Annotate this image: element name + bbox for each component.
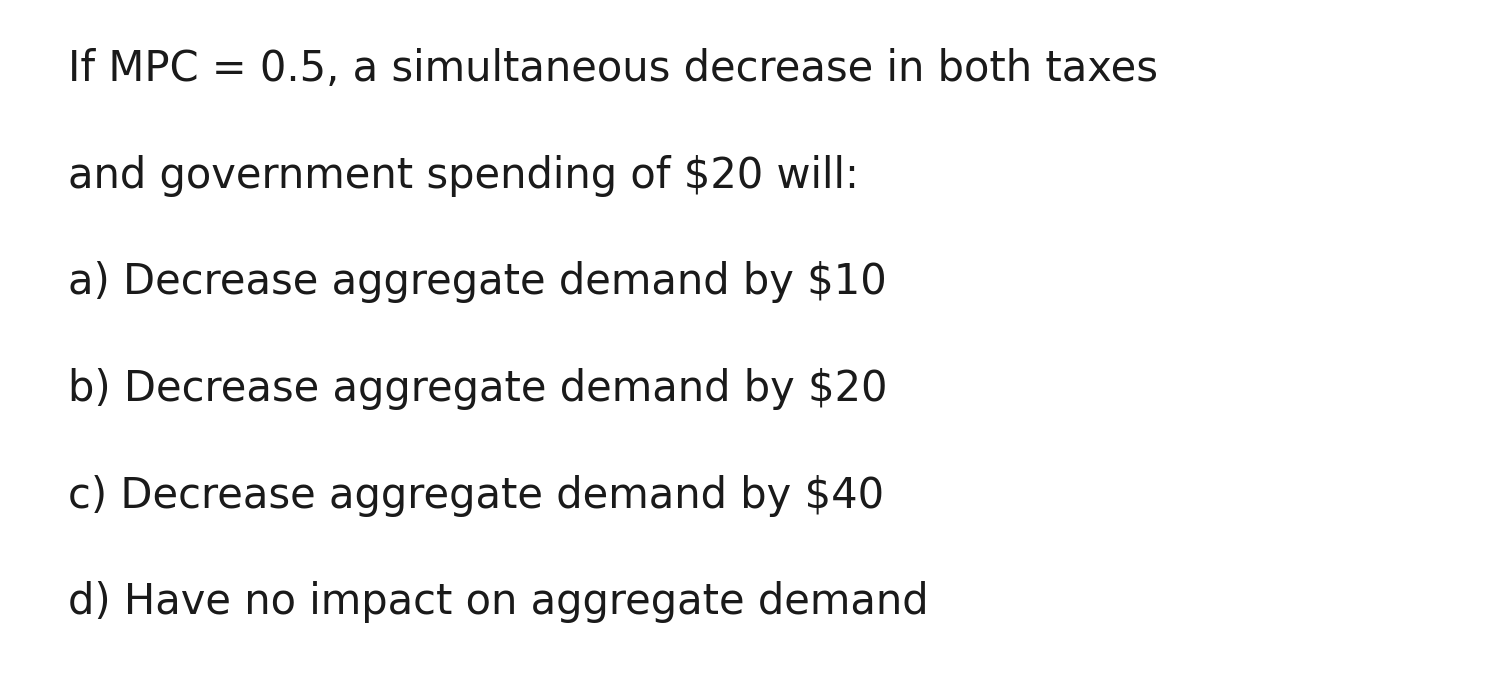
Text: and government spending of $20 will:: and government spending of $20 will: xyxy=(68,155,858,197)
Text: If MPC = 0.5, a simultaneous decrease in both taxes: If MPC = 0.5, a simultaneous decrease in… xyxy=(68,48,1158,90)
Text: a) Decrease aggregate demand by $10: a) Decrease aggregate demand by $10 xyxy=(68,261,886,303)
Text: b) Decrease aggregate demand by $20: b) Decrease aggregate demand by $20 xyxy=(68,368,886,410)
Text: c) Decrease aggregate demand by $40: c) Decrease aggregate demand by $40 xyxy=(68,475,883,517)
Text: d) Have no impact on aggregate demand: d) Have no impact on aggregate demand xyxy=(68,581,928,623)
